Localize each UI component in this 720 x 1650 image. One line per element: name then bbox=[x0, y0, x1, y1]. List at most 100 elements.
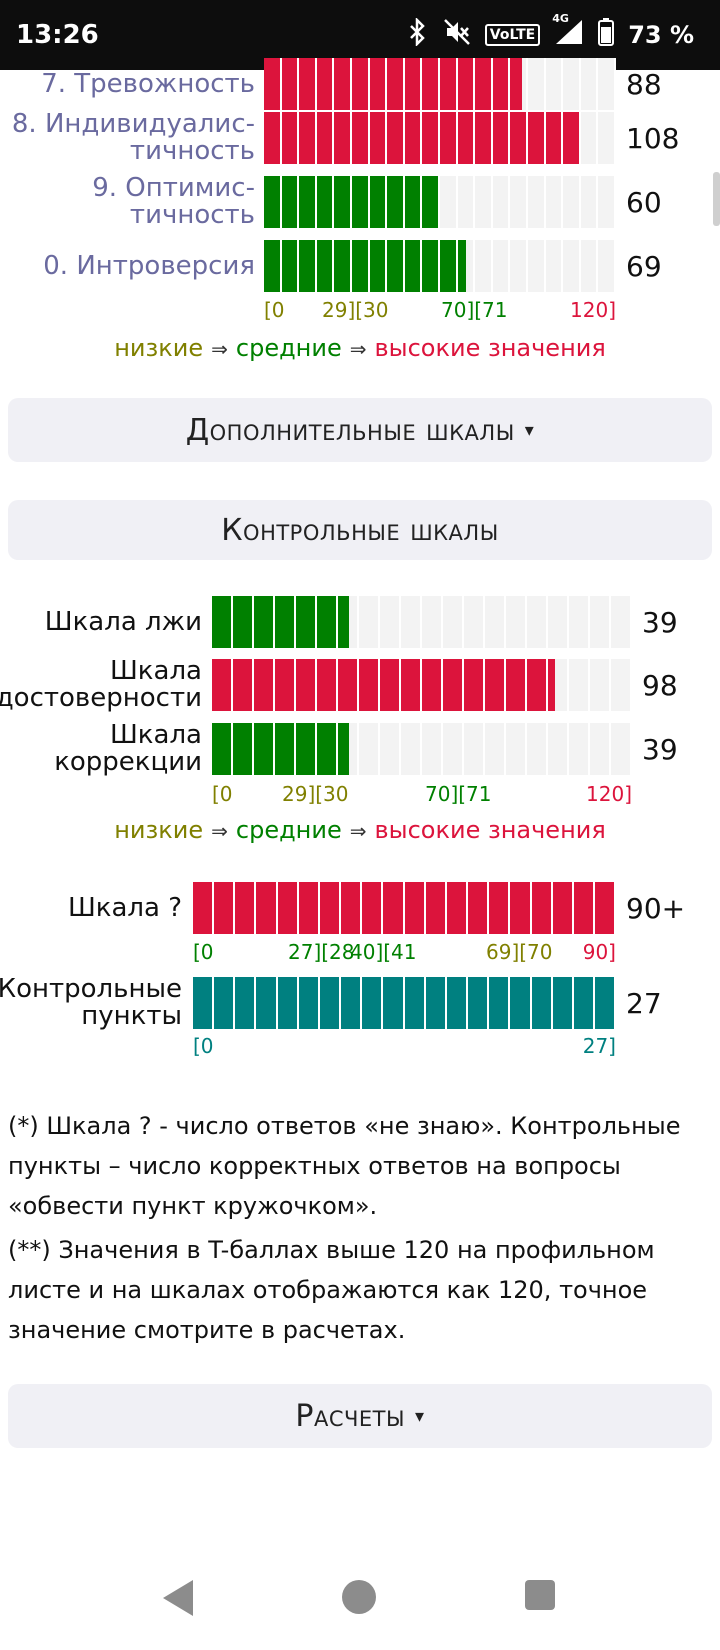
scale-row: Шкала лжи 39 bbox=[0, 596, 720, 648]
scale-cell bbox=[370, 58, 388, 110]
scale-cell bbox=[548, 596, 569, 648]
scale-label-wrap: Контрольные пункты bbox=[0, 974, 182, 1030]
scale-cell bbox=[401, 596, 422, 648]
scale-cell bbox=[405, 112, 423, 164]
scale-cell bbox=[405, 176, 423, 228]
scale-row: Шкала ? 90+ bbox=[0, 882, 720, 934]
scale-cell bbox=[475, 58, 493, 110]
scale-cell bbox=[464, 659, 485, 711]
scale-cell bbox=[359, 723, 380, 775]
scale-cell bbox=[443, 723, 464, 775]
scale-cell bbox=[275, 723, 296, 775]
scale-track bbox=[212, 723, 632, 775]
scrollbar[interactable] bbox=[713, 172, 720, 226]
scale-cell bbox=[193, 977, 215, 1029]
scale-cell bbox=[299, 58, 317, 110]
scale-cell bbox=[546, 58, 564, 110]
scale-cells bbox=[212, 596, 632, 648]
scale-row: Контрольные пункты 27 bbox=[0, 974, 720, 1030]
scale-fill bbox=[264, 58, 523, 110]
scale-cell bbox=[440, 240, 458, 292]
scale-value: 108 bbox=[626, 121, 680, 155]
battery-icon bbox=[598, 18, 615, 52]
scale-cell bbox=[598, 240, 616, 292]
scale-cell bbox=[359, 659, 380, 711]
scale-cell bbox=[401, 659, 422, 711]
scale-cell bbox=[422, 176, 440, 228]
scale-cell bbox=[440, 112, 458, 164]
scale-cell bbox=[489, 977, 511, 1029]
scale-value: 60 bbox=[626, 185, 662, 219]
scale-cell bbox=[362, 882, 384, 934]
home-icon[interactable] bbox=[342, 1580, 376, 1614]
scale-row: Шкала коррекции 39 bbox=[0, 722, 720, 776]
tick-label: 27] bbox=[582, 1034, 616, 1058]
legend-arrow: ⇒ bbox=[211, 819, 228, 843]
scale-cell bbox=[299, 240, 317, 292]
scale-cell bbox=[299, 882, 320, 934]
tick-label: 27][28 bbox=[288, 940, 355, 964]
tick-label: 70][71 bbox=[425, 782, 492, 806]
scale-cell bbox=[320, 882, 342, 934]
scale-cell bbox=[317, 723, 338, 775]
scale-cell bbox=[422, 240, 440, 292]
scale-cell bbox=[553, 882, 574, 934]
scale-cell bbox=[458, 58, 476, 110]
scale-label: 7. Тревожность bbox=[41, 68, 255, 99]
additional-scales-button[interactable]: Дополнительные шкалы ▾ bbox=[8, 398, 712, 462]
scale-cell bbox=[380, 659, 401, 711]
legend-arrow: ⇒ bbox=[349, 337, 367, 361]
scale-cell bbox=[401, 723, 422, 775]
scale-cell bbox=[422, 58, 440, 110]
scale-cell bbox=[264, 176, 282, 228]
calculations-button[interactable]: Расчеты ▾ bbox=[8, 1384, 712, 1448]
back-icon[interactable] bbox=[163, 1580, 193, 1616]
scale-label-wrap: 8. Индивидуалис-тичность bbox=[0, 111, 255, 165]
scale-cell bbox=[563, 58, 581, 110]
scale-label-line: достоверности bbox=[0, 683, 202, 713]
scale-cell bbox=[458, 112, 476, 164]
legend-low: низкие bbox=[114, 334, 204, 362]
scale-label: 8. Индивидуалис-тичность bbox=[12, 111, 255, 165]
scale-label-line: Контрольные bbox=[0, 974, 182, 1004]
scale-cell bbox=[254, 596, 275, 648]
scale-cell bbox=[443, 596, 464, 648]
scale-cell bbox=[595, 882, 616, 934]
tick-label: 29][30 bbox=[322, 298, 389, 322]
scale-cell bbox=[282, 240, 300, 292]
control-legend: низкие ⇒ средние ⇒ высокие значения bbox=[0, 816, 720, 844]
scale-cell bbox=[405, 240, 423, 292]
scale-cell bbox=[282, 176, 300, 228]
scale-track bbox=[212, 596, 632, 648]
scale-cell bbox=[387, 58, 405, 110]
scale-cell bbox=[475, 176, 493, 228]
scale-cell bbox=[212, 596, 233, 648]
scale-track bbox=[264, 176, 616, 228]
scale-cell bbox=[464, 723, 485, 775]
scale-cell bbox=[581, 240, 599, 292]
scale-cell bbox=[563, 240, 581, 292]
scale-cell bbox=[296, 723, 317, 775]
scale-cells bbox=[264, 58, 616, 110]
scale-cell bbox=[528, 58, 546, 110]
scale-cell bbox=[532, 977, 553, 1029]
scale-row: 0. Интроверсия 69 bbox=[0, 240, 720, 292]
scale-cell bbox=[334, 176, 352, 228]
scale-cell bbox=[380, 596, 401, 648]
recent-apps-icon[interactable] bbox=[525, 1580, 555, 1610]
scale-cell bbox=[282, 112, 300, 164]
scale-label-wrap: Шкала лжи bbox=[0, 596, 202, 648]
scale-cell bbox=[264, 112, 282, 164]
battery-level: 73 % bbox=[628, 21, 694, 49]
scale-cell bbox=[581, 176, 599, 228]
scale-label: 0. Интроверсия bbox=[43, 250, 255, 281]
tick-label: 120] bbox=[570, 298, 616, 322]
control-scales-title: Контрольные шкалы bbox=[221, 512, 499, 548]
scale-cell bbox=[590, 596, 611, 648]
scale-cell bbox=[569, 723, 590, 775]
scale-cell bbox=[581, 112, 599, 164]
scale-track bbox=[264, 58, 616, 110]
scale-track bbox=[193, 882, 616, 934]
scale-cell bbox=[548, 723, 569, 775]
scale-cell bbox=[352, 58, 370, 110]
